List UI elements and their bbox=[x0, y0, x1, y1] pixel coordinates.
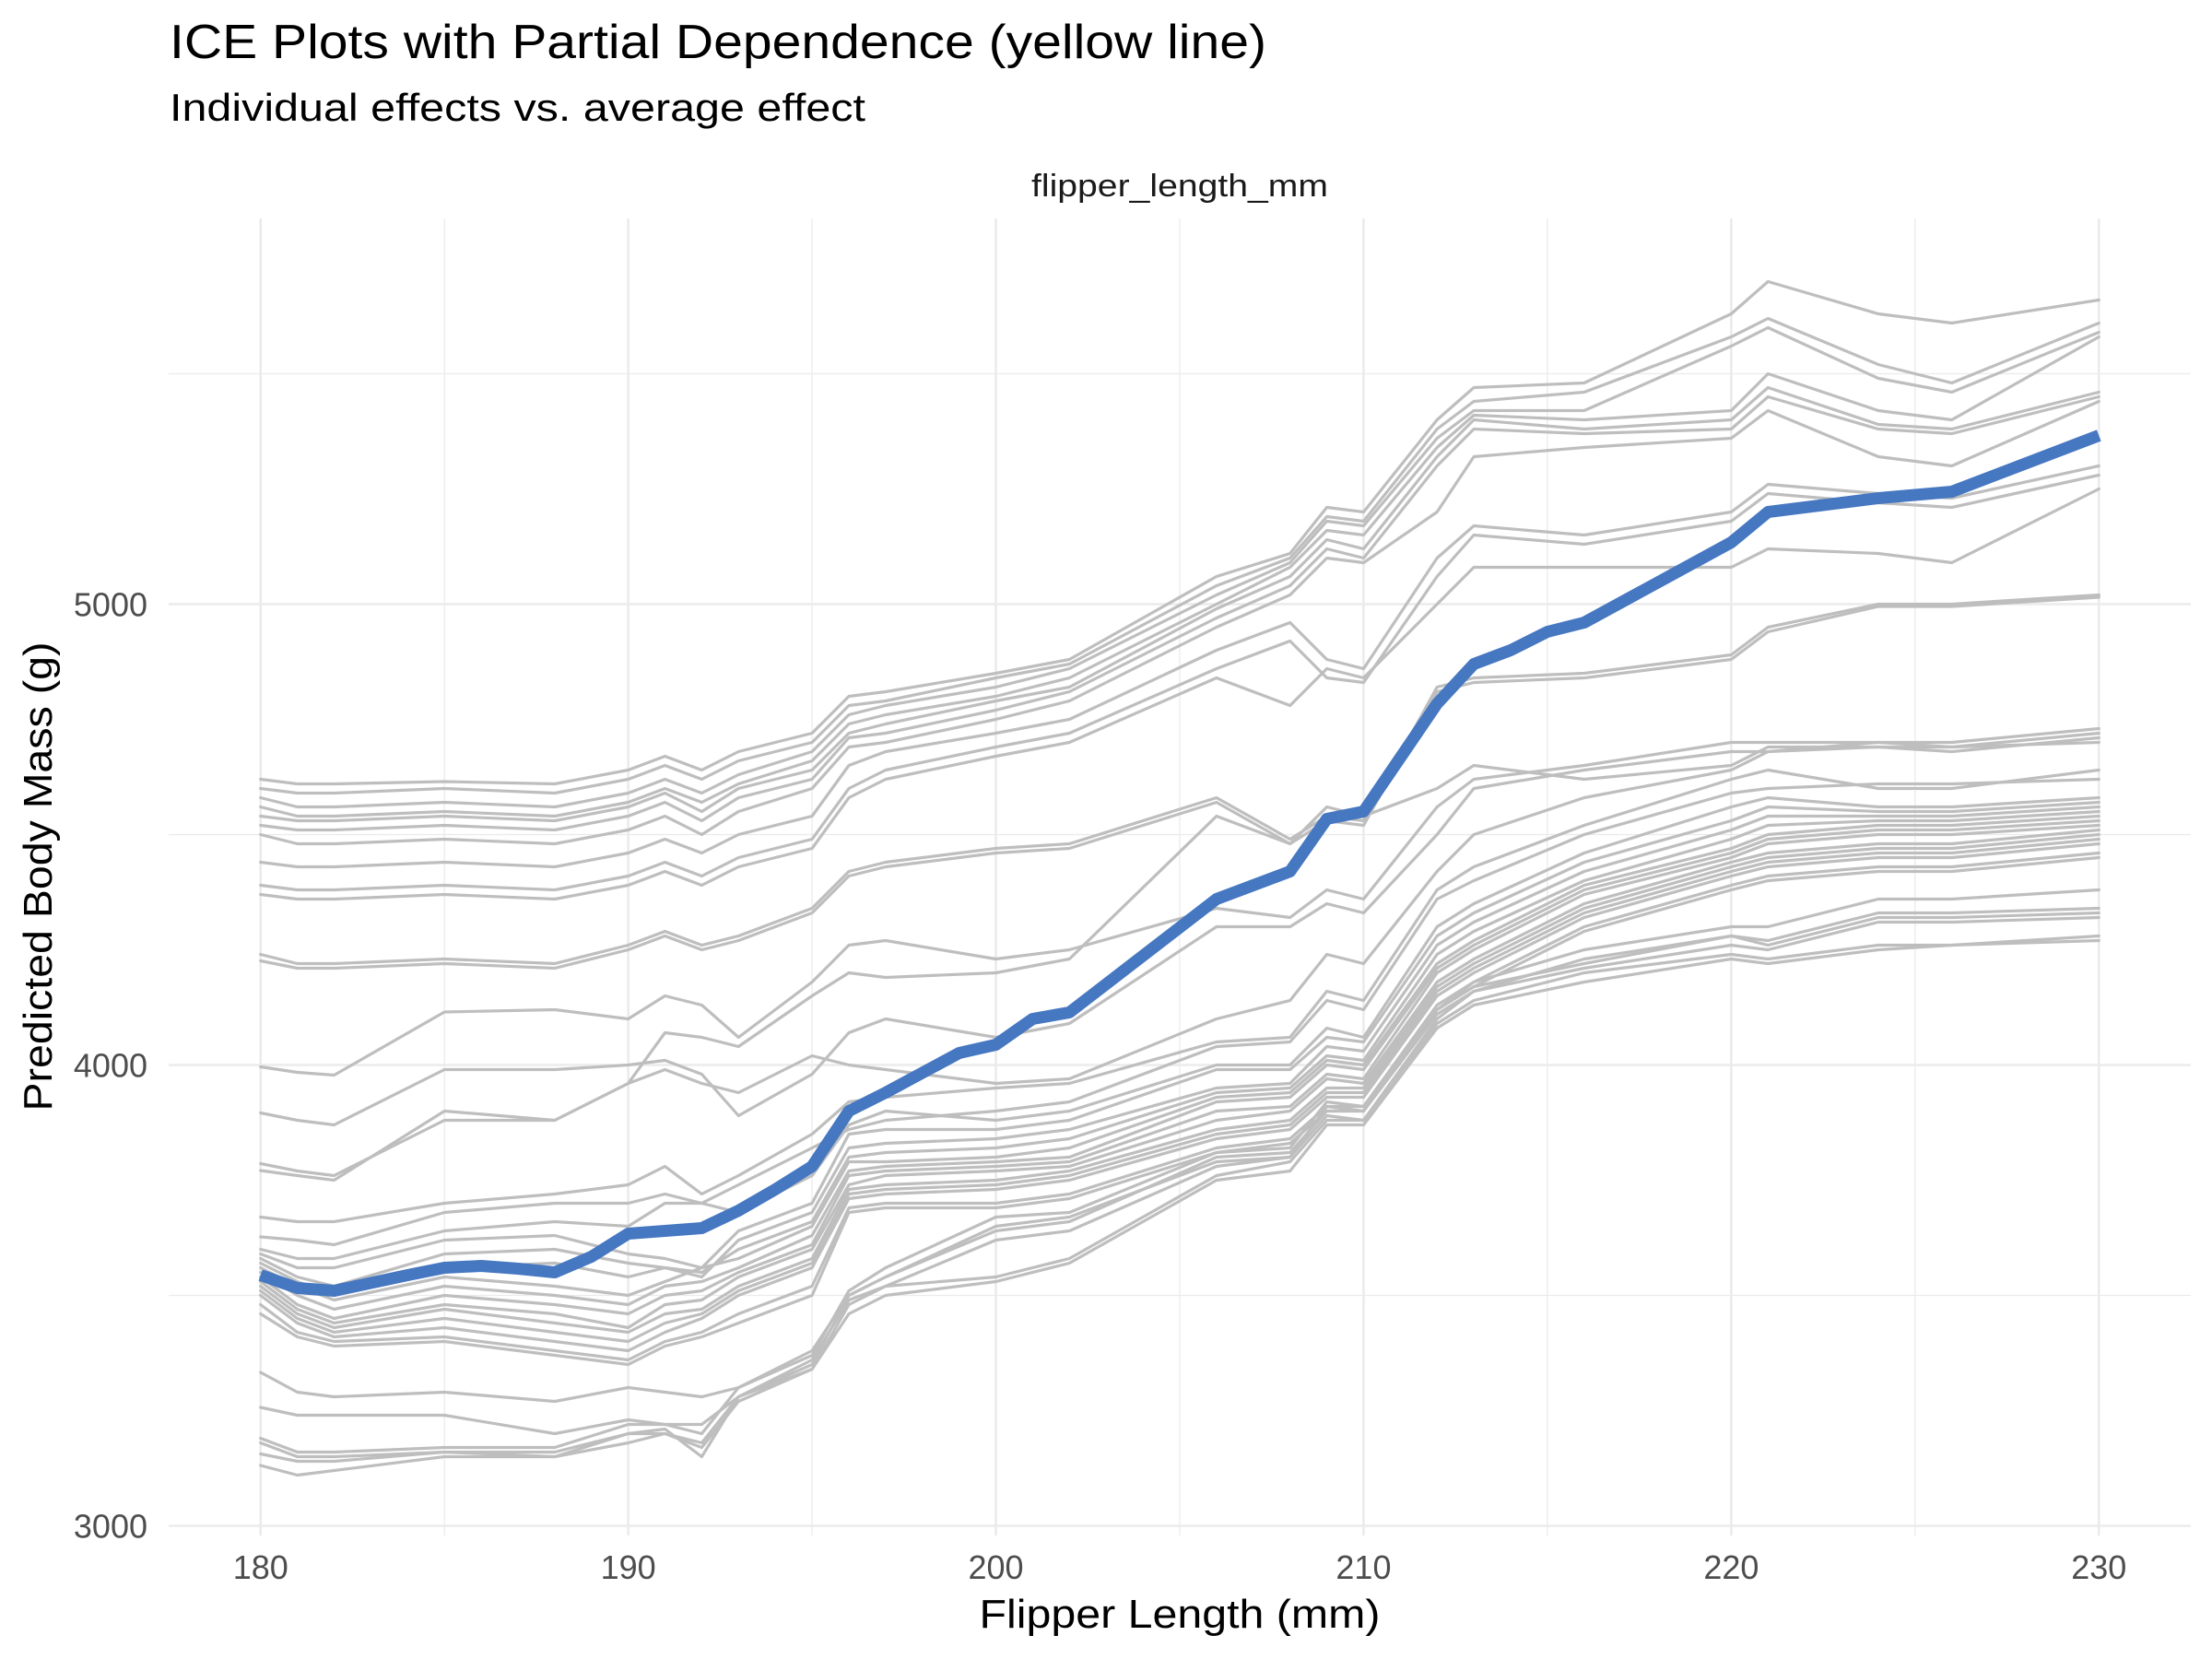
ice-line bbox=[259, 464, 2100, 869]
ice-line bbox=[259, 740, 2100, 1182]
y-tick-label: 4000 bbox=[74, 1047, 147, 1085]
chart-title: ICE Plots with Partial Dependence (yello… bbox=[170, 16, 1266, 69]
ice-line bbox=[259, 800, 2100, 1270]
x-tick-label: 220 bbox=[1703, 1548, 1759, 1586]
ice-line bbox=[259, 795, 2100, 1261]
ice-line bbox=[259, 768, 2100, 1224]
ice-line bbox=[259, 911, 2100, 1454]
x-axis-title: Flipper Length (mm) bbox=[980, 1592, 1381, 1637]
ice-line bbox=[259, 837, 2100, 1344]
ice-line bbox=[259, 814, 2100, 1302]
ice-line bbox=[259, 823, 2100, 1321]
chart-subtitle: Individual effects vs. average effect bbox=[170, 86, 865, 129]
x-tick-label: 200 bbox=[969, 1548, 1024, 1586]
y-tick-label: 5000 bbox=[74, 586, 147, 624]
partial-dependence-line bbox=[258, 429, 2101, 1297]
y-axis-title: Predicted Body Mass (g) bbox=[16, 642, 61, 1112]
ice-line bbox=[259, 595, 2100, 971]
y-tick-label: 3000 bbox=[74, 1508, 147, 1546]
x-tick-label: 210 bbox=[1335, 1548, 1391, 1586]
ice-line bbox=[259, 385, 2100, 823]
ice-line bbox=[259, 934, 2100, 1464]
ice-lines bbox=[259, 279, 2100, 1477]
ice-line bbox=[259, 828, 2100, 1330]
ice-line bbox=[259, 399, 2100, 846]
ice-line bbox=[259, 279, 2100, 786]
ice-line bbox=[259, 888, 2100, 1404]
x-tick-label: 230 bbox=[2071, 1548, 2126, 1586]
ice-line bbox=[259, 855, 2100, 1367]
ice-line bbox=[259, 851, 2100, 1362]
x-tick-label: 180 bbox=[233, 1548, 288, 1586]
ice-line bbox=[259, 805, 2100, 1288]
ice-line bbox=[259, 731, 2100, 1077]
ice-line bbox=[259, 487, 2100, 901]
ice-line bbox=[259, 818, 2100, 1312]
partial-dependence-line-group bbox=[258, 429, 2101, 1297]
ice-line bbox=[259, 473, 2100, 892]
ice-line bbox=[259, 335, 2100, 818]
ice-line bbox=[259, 316, 2100, 795]
ice-line bbox=[259, 593, 2100, 966]
x-tick-label: 190 bbox=[601, 1548, 656, 1586]
ice-line bbox=[259, 394, 2100, 832]
x-axis-ticks: 180 190 200 210 220 230 bbox=[233, 1548, 2127, 1586]
ice-line bbox=[259, 938, 2100, 1477]
facet-strip-label: flipper_length_mm bbox=[1031, 169, 1328, 204]
ice-line bbox=[259, 832, 2100, 1335]
ice-line bbox=[259, 726, 2100, 1127]
ice-line bbox=[259, 841, 2100, 1353]
ice-line bbox=[259, 777, 2100, 1247]
y-axis-ticks: 3000 4000 5000 bbox=[74, 586, 147, 1546]
ice-line bbox=[259, 325, 2100, 809]
ice-line bbox=[259, 915, 2100, 1459]
